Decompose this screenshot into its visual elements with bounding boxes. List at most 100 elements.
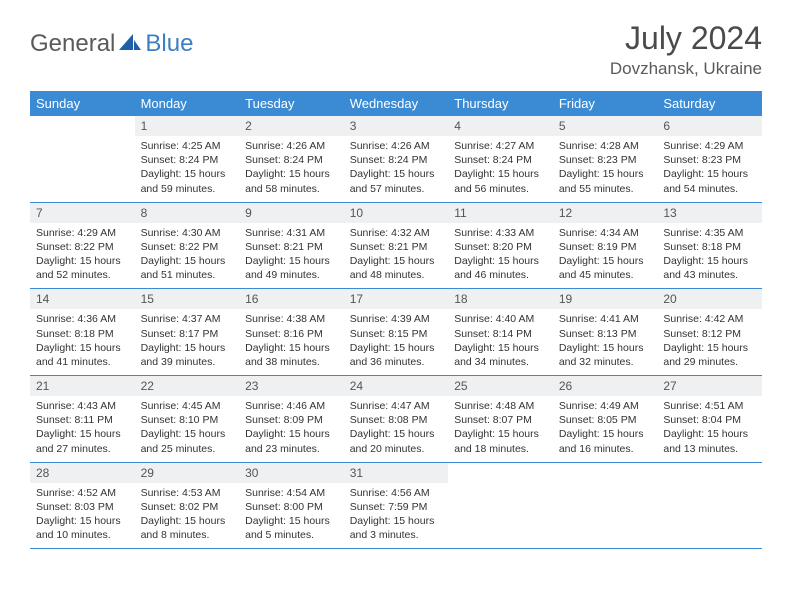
calendar-day-cell (448, 462, 553, 549)
day-content: Sunrise: 4:43 AMSunset: 8:11 PMDaylight:… (30, 396, 135, 462)
sunset-line: Sunset: 8:23 PM (663, 153, 756, 167)
sunrise-line: Sunrise: 4:47 AM (350, 399, 443, 413)
day-number: 23 (239, 376, 344, 396)
daylight-line: Daylight: 15 hours and 56 minutes. (454, 167, 547, 195)
sail-icon (119, 32, 141, 57)
day-content: Sunrise: 4:38 AMSunset: 8:16 PMDaylight:… (239, 309, 344, 375)
day-number: 13 (657, 203, 762, 223)
sunrise-line: Sunrise: 4:29 AM (36, 226, 129, 240)
sunrise-line: Sunrise: 4:27 AM (454, 139, 547, 153)
calendar-day-cell: 31Sunrise: 4:56 AMSunset: 7:59 PMDayligh… (344, 462, 449, 549)
sunset-line: Sunset: 8:18 PM (663, 240, 756, 254)
calendar-week-row: 7Sunrise: 4:29 AMSunset: 8:22 PMDaylight… (30, 202, 762, 289)
day-content: Sunrise: 4:53 AMSunset: 8:02 PMDaylight:… (135, 483, 240, 549)
calendar-day-cell: 9Sunrise: 4:31 AMSunset: 8:21 PMDaylight… (239, 202, 344, 289)
day-number: 6 (657, 116, 762, 136)
page-title: July 2024 (610, 20, 762, 57)
calendar-day-cell: 17Sunrise: 4:39 AMSunset: 8:15 PMDayligh… (344, 289, 449, 376)
location-label: Dovzhansk, Ukraine (610, 59, 762, 79)
daylight-line: Daylight: 15 hours and 36 minutes. (350, 341, 443, 369)
calendar-day-cell: 16Sunrise: 4:38 AMSunset: 8:16 PMDayligh… (239, 289, 344, 376)
day-number: 30 (239, 463, 344, 483)
day-content: Sunrise: 4:34 AMSunset: 8:19 PMDaylight:… (553, 223, 658, 289)
daylight-line: Daylight: 15 hours and 54 minutes. (663, 167, 756, 195)
sunrise-line: Sunrise: 4:33 AM (454, 226, 547, 240)
daylight-line: Daylight: 15 hours and 5 minutes. (245, 514, 338, 542)
weekday-heading: Wednesday (344, 91, 449, 116)
calendar-day-cell: 15Sunrise: 4:37 AMSunset: 8:17 PMDayligh… (135, 289, 240, 376)
day-content: Sunrise: 4:54 AMSunset: 8:00 PMDaylight:… (239, 483, 344, 549)
day-number: 25 (448, 376, 553, 396)
day-number: 4 (448, 116, 553, 136)
sunset-line: Sunset: 8:23 PM (559, 153, 652, 167)
day-content: Sunrise: 4:30 AMSunset: 8:22 PMDaylight:… (135, 223, 240, 289)
day-number: 28 (30, 463, 135, 483)
sunrise-line: Sunrise: 4:31 AM (245, 226, 338, 240)
day-content: Sunrise: 4:29 AMSunset: 8:22 PMDaylight:… (30, 223, 135, 289)
sunset-line: Sunset: 8:21 PM (350, 240, 443, 254)
day-number: 26 (553, 376, 658, 396)
sunrise-line: Sunrise: 4:30 AM (141, 226, 234, 240)
daylight-line: Daylight: 15 hours and 27 minutes. (36, 427, 129, 455)
sunrise-line: Sunrise: 4:45 AM (141, 399, 234, 413)
sunrise-line: Sunrise: 4:51 AM (663, 399, 756, 413)
sunrise-line: Sunrise: 4:43 AM (36, 399, 129, 413)
day-number: 27 (657, 376, 762, 396)
sunrise-line: Sunrise: 4:35 AM (663, 226, 756, 240)
day-content: Sunrise: 4:36 AMSunset: 8:18 PMDaylight:… (30, 309, 135, 375)
daylight-line: Daylight: 15 hours and 59 minutes. (141, 167, 234, 195)
sunset-line: Sunset: 8:24 PM (350, 153, 443, 167)
sunrise-line: Sunrise: 4:26 AM (350, 139, 443, 153)
header: General Blue July 2024 Dovzhansk, Ukrain… (30, 20, 762, 79)
day-number: 8 (135, 203, 240, 223)
calendar-week-row: 1Sunrise: 4:25 AMSunset: 8:24 PMDaylight… (30, 116, 762, 202)
weekday-heading: Thursday (448, 91, 553, 116)
sunset-line: Sunset: 8:02 PM (141, 500, 234, 514)
day-content: Sunrise: 4:32 AMSunset: 8:21 PMDaylight:… (344, 223, 449, 289)
day-number: 14 (30, 289, 135, 309)
sunrise-line: Sunrise: 4:38 AM (245, 312, 338, 326)
sunrise-line: Sunrise: 4:26 AM (245, 139, 338, 153)
daylight-line: Daylight: 15 hours and 3 minutes. (350, 514, 443, 542)
calendar-day-cell: 1Sunrise: 4:25 AMSunset: 8:24 PMDaylight… (135, 116, 240, 202)
sunset-line: Sunset: 8:19 PM (559, 240, 652, 254)
day-number: 10 (344, 203, 449, 223)
daylight-line: Daylight: 15 hours and 13 minutes. (663, 427, 756, 455)
sunset-line: Sunset: 8:21 PM (245, 240, 338, 254)
daylight-line: Daylight: 15 hours and 32 minutes. (559, 341, 652, 369)
logo-text-blue: Blue (145, 30, 193, 58)
calendar-day-cell: 7Sunrise: 4:29 AMSunset: 8:22 PMDaylight… (30, 202, 135, 289)
day-number: 24 (344, 376, 449, 396)
daylight-line: Daylight: 15 hours and 23 minutes. (245, 427, 338, 455)
sunset-line: Sunset: 8:00 PM (245, 500, 338, 514)
day-content: Sunrise: 4:51 AMSunset: 8:04 PMDaylight:… (657, 396, 762, 462)
calendar-day-cell: 22Sunrise: 4:45 AMSunset: 8:10 PMDayligh… (135, 376, 240, 463)
sunset-line: Sunset: 8:24 PM (454, 153, 547, 167)
day-content: Sunrise: 4:37 AMSunset: 8:17 PMDaylight:… (135, 309, 240, 375)
calendar-week-row: 21Sunrise: 4:43 AMSunset: 8:11 PMDayligh… (30, 376, 762, 463)
day-content: Sunrise: 4:45 AMSunset: 8:10 PMDaylight:… (135, 396, 240, 462)
day-content (553, 469, 658, 527)
calendar-day-cell: 25Sunrise: 4:48 AMSunset: 8:07 PMDayligh… (448, 376, 553, 463)
sunset-line: Sunset: 8:04 PM (663, 413, 756, 427)
day-content (657, 469, 762, 527)
sunset-line: Sunset: 8:14 PM (454, 327, 547, 341)
sunset-line: Sunset: 8:24 PM (141, 153, 234, 167)
sunset-line: Sunset: 8:20 PM (454, 240, 547, 254)
weekday-heading: Friday (553, 91, 658, 116)
calendar-day-cell: 12Sunrise: 4:34 AMSunset: 8:19 PMDayligh… (553, 202, 658, 289)
daylight-line: Daylight: 15 hours and 52 minutes. (36, 254, 129, 282)
sunrise-line: Sunrise: 4:34 AM (559, 226, 652, 240)
day-content: Sunrise: 4:47 AMSunset: 8:08 PMDaylight:… (344, 396, 449, 462)
day-content: Sunrise: 4:26 AMSunset: 8:24 PMDaylight:… (344, 136, 449, 202)
day-number: 12 (553, 203, 658, 223)
daylight-line: Daylight: 15 hours and 20 minutes. (350, 427, 443, 455)
weekday-heading: Saturday (657, 91, 762, 116)
logo: General Blue (30, 20, 193, 58)
sunset-line: Sunset: 8:22 PM (36, 240, 129, 254)
calendar-day-cell: 28Sunrise: 4:52 AMSunset: 8:03 PMDayligh… (30, 462, 135, 549)
sunrise-line: Sunrise: 4:25 AM (141, 139, 234, 153)
sunset-line: Sunset: 8:12 PM (663, 327, 756, 341)
sunset-line: Sunset: 8:16 PM (245, 327, 338, 341)
sunrise-line: Sunrise: 4:40 AM (454, 312, 547, 326)
